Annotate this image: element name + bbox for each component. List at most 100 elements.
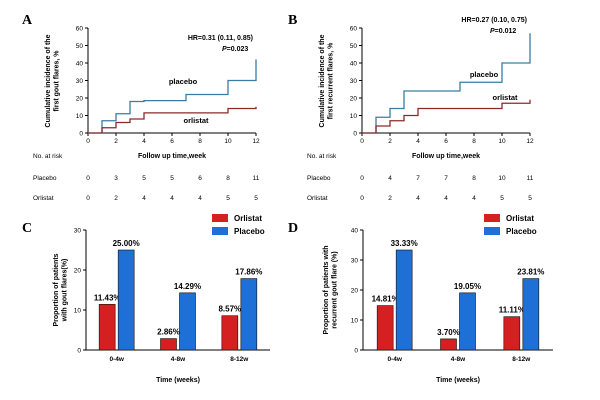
at-risk-value: 5 xyxy=(170,175,174,182)
bar-placebo-4-8w xyxy=(179,292,196,351)
x-tick-label: 10 xyxy=(498,138,506,145)
y-axis-title-line: first recurrent flares, % xyxy=(328,42,335,119)
panel-b: B Cumulative incidence of the first recurr… xyxy=(288,13,534,202)
y-tick-label: 10 xyxy=(350,113,358,120)
x-tick-label: 10 xyxy=(224,138,232,145)
x-axis-title: Time (weeks) xyxy=(436,377,480,384)
bar-value-label: 3.70% xyxy=(437,328,460,337)
y-axis-title-line: Cumulative incidence of the xyxy=(319,34,326,127)
y-tick-label: 60 xyxy=(76,25,84,32)
bar-placebo-8-12w xyxy=(240,278,258,351)
hazard-ratio-label: HR=0.27 (0.10, 0.75) xyxy=(461,17,527,24)
y-axis-title-line: with gout flares(%) xyxy=(62,259,69,323)
panel-a: A Cumulative incidence of the first gout f… xyxy=(22,13,260,202)
y-tick-label: 0 xyxy=(353,130,357,137)
at-risk-row-label: Orlistat xyxy=(33,195,54,202)
at-risk-value: 11 xyxy=(527,175,534,182)
y-tick-label: 30 xyxy=(351,257,359,264)
p-value-symbol: P xyxy=(222,46,227,53)
y-tick-label: 40 xyxy=(350,60,358,67)
y-tick-label: 30 xyxy=(76,78,84,85)
at-risk-value: 6 xyxy=(198,175,202,182)
at-risk-value: 11 xyxy=(253,175,260,182)
y-tick-label: 40 xyxy=(351,227,359,234)
x-tick-label: 0 xyxy=(86,138,90,145)
y-tick-label: 30 xyxy=(350,78,358,85)
series-line-orlistat xyxy=(362,99,531,134)
y-tick-label: 10 xyxy=(74,307,82,314)
at-risk-value: 4 xyxy=(388,175,392,182)
at-risk-value: 2 xyxy=(388,195,392,202)
legend-swatch-orlistat xyxy=(484,214,500,222)
at-risk-value: 4 xyxy=(170,195,174,202)
hazard-ratio-label: HR=0.31 (0.11, 0.85) xyxy=(188,35,253,42)
x-tick-label: 2 xyxy=(114,138,118,145)
at-risk-value: 0 xyxy=(360,175,364,182)
y-tick-label: 20 xyxy=(350,95,358,102)
series-label-placebo: placebo xyxy=(470,70,499,79)
legend-label-orlistat: Orlistat xyxy=(506,214,534,223)
bar-value-label: 17.86% xyxy=(235,268,262,277)
bar-value-label: 25.00% xyxy=(113,239,140,248)
y-axis-title: Proportion of patients with recurrent gou… xyxy=(323,245,339,334)
legend-swatch-placebo xyxy=(484,227,500,235)
y-tick-label: 50 xyxy=(350,43,358,50)
at-risk-row-label: Placebo xyxy=(307,175,331,182)
y-tick-label: 50 xyxy=(76,43,84,50)
at-risk-value: 5 xyxy=(528,195,532,202)
x-tick-label: 4-8w xyxy=(451,356,466,363)
x-axis-title: Time (weeks) xyxy=(156,377,200,384)
at-risk-value: 0 xyxy=(360,195,364,202)
series-line-orlistat xyxy=(88,106,257,134)
at-risk-value: 5 xyxy=(226,195,230,202)
bar-orlistat-4-8w xyxy=(160,338,177,351)
x-axis-title: Follow up time,week xyxy=(138,153,206,160)
bar-value-label: 33.33% xyxy=(391,239,418,248)
legend-label-placebo: Placebo xyxy=(506,227,537,236)
y-tick-label: 0 xyxy=(354,347,358,354)
at-risk-value: 0 xyxy=(86,175,90,182)
y-axis-title: Cumulative incidence of the first recurre… xyxy=(319,34,335,127)
bar-orlistat-8-12w xyxy=(503,316,521,351)
panel-letter: C xyxy=(22,221,32,236)
y-axis-title-line: Proportion of patients xyxy=(53,253,60,326)
at-risk-value: 5 xyxy=(500,195,504,202)
at-risk-value: 4 xyxy=(444,195,448,202)
panel-letter: D xyxy=(288,221,298,236)
bar-value-label: 11.11% xyxy=(499,306,525,315)
at-risk-value: 5 xyxy=(142,175,146,182)
at-risk-value: 4 xyxy=(416,195,420,202)
series-label-placebo: placebo xyxy=(169,77,198,86)
bar-orlistat-8-12w xyxy=(221,315,239,351)
x-tick-label: 12 xyxy=(526,138,534,145)
series-line-placebo xyxy=(88,59,257,134)
at-risk-row-label: Placebo xyxy=(33,175,57,182)
x-tick-label: 6 xyxy=(170,138,174,145)
at-risk-header: No. at risk xyxy=(33,153,63,160)
bar-value-label: 14.29% xyxy=(174,282,201,291)
bar-value-label: 2.86% xyxy=(157,328,180,337)
x-tick-label: 4 xyxy=(142,138,146,145)
bar-placebo-8-12w xyxy=(522,278,540,351)
y-tick-label: 0 xyxy=(77,347,81,354)
at-risk-value: 4 xyxy=(142,195,146,202)
y-axis-title-line: Cumulative incidence of the xyxy=(45,34,52,127)
at-risk-header: No. at risk xyxy=(307,153,337,160)
y-axis-title: Proportion of patients with gout flares(%… xyxy=(53,253,69,326)
bar-value-label: 23.81% xyxy=(517,268,544,277)
x-tick-label: 4 xyxy=(416,138,420,145)
at-risk-value: 0 xyxy=(86,195,90,202)
legend-swatch-placebo xyxy=(212,227,228,235)
at-risk-value: 2 xyxy=(114,195,118,202)
legend-swatch-orlistat xyxy=(212,214,228,222)
bar-value-label: 8.57% xyxy=(218,305,241,314)
y-axis-title-line: first gout flares, % xyxy=(54,50,61,112)
p-value-label: P=0.012 xyxy=(490,28,516,35)
y-tick-label: 10 xyxy=(76,113,84,120)
p-value-number: =0.012 xyxy=(495,28,517,35)
y-tick-label: 30 xyxy=(74,227,82,234)
at-risk-value: 8 xyxy=(226,175,230,182)
series-label-orlistat: orlistat xyxy=(492,93,518,102)
x-tick-label: 0-4w xyxy=(387,356,402,363)
